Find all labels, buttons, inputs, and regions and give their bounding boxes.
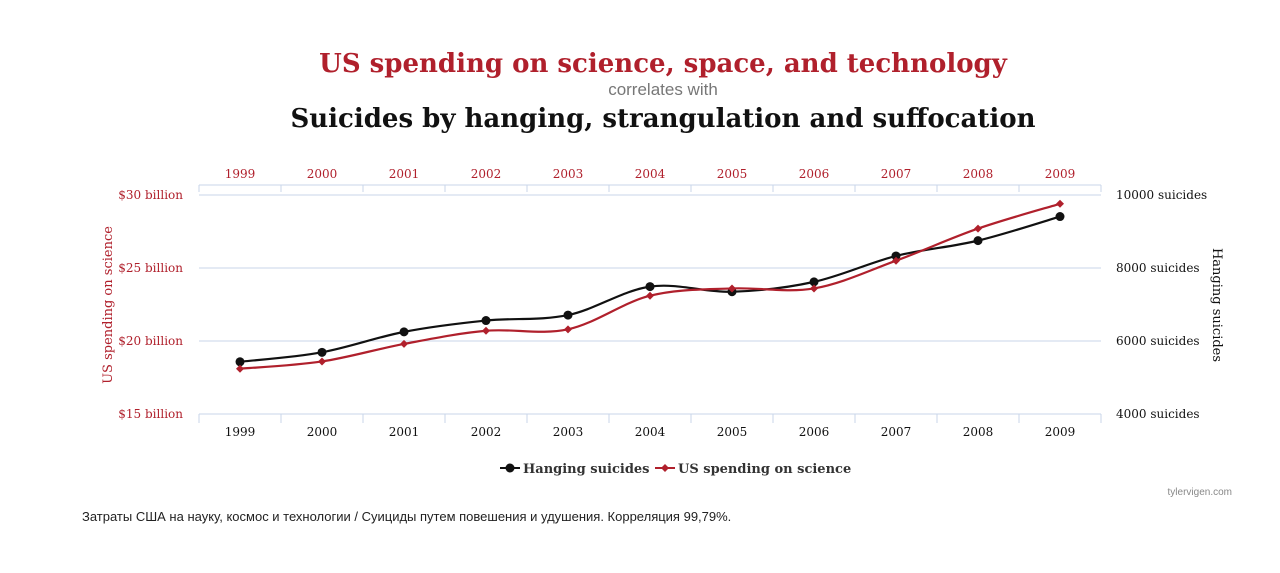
chart-title-secondary: Suicides by hanging, strangulation and s… [290,104,1035,134]
y-right-tick-label: 4000 suicides [1116,407,1200,421]
x-tick-label-bottom: 2006 [799,425,830,439]
x-tick-label-top: 2006 [799,167,830,181]
chart-subtitle: correlates with [608,80,718,99]
legend-marker-us-spending-on-science [661,464,669,472]
plot-area: 1999 1999 2000 2000 2001 2001 2002 2002 2003 2003… [118,167,1207,439]
data-point-us-spending-on-science [564,325,572,334]
x-tick-label-top: 2005 [717,167,748,181]
x-tick-label-top: 2001 [389,167,420,181]
data-point-hanging-suicides [399,327,409,337]
x-tick-label-top: 2007 [881,167,912,181]
data-point-hanging-suicides [317,347,327,357]
y-left-tick-label: $25 billion [118,261,183,275]
y-left-tick-label: $30 billion [118,188,183,202]
x-tick-label-bottom: 2001 [389,425,420,439]
legend-label-us-spending-on-science: US spending on science [678,462,851,477]
data-point-hanging-suicides [809,277,819,287]
caption-text: Затраты США на науку, космос и технологи… [82,509,732,524]
data-point-us-spending-on-science [318,357,326,366]
data-point-us-spending-on-science [482,326,490,335]
x-tick-label-top: 2002 [471,167,502,181]
data-point-us-spending-on-science [1056,199,1064,208]
data-point-us-spending-on-science [728,284,736,293]
y-right-tick-label: 6000 suicides [1116,334,1200,348]
x-tick-label-bottom: 2002 [471,425,502,439]
x-tick-label-bottom: 2003 [553,425,584,439]
chart-title: US spending on science, space, and techn… [319,49,1008,79]
data-point-us-spending-on-science [236,364,244,373]
chart-legend: Hanging suicides US spending on science [500,462,851,477]
y-right-tick-label: 10000 suicides [1116,188,1207,202]
legend-label-hanging-suicides: Hanging suicides [523,462,650,477]
x-tick-label-bottom: 2000 [307,425,338,439]
watermark: tylervigen.com [1168,487,1232,498]
data-point-hanging-suicides [891,251,901,261]
data-point-us-spending-on-science [646,291,654,300]
x-tick-label-top: 2000 [307,167,338,181]
legend-marker-hanging-suicides [505,463,515,473]
y-axis-left-label: US spending on science [101,226,116,384]
x-tick-label-top: 2003 [553,167,584,181]
x-tick-label-top: 2004 [635,167,666,181]
y-axis-right-label: Hanging suicides [1209,248,1224,362]
data-point-hanging-suicides [1055,212,1065,222]
x-tick-label-bottom: 2005 [717,425,748,439]
y-left-tick-label: $15 billion [118,407,183,421]
data-point-us-spending-on-science [810,284,818,293]
x-tick-label-bottom: 2009 [1045,425,1076,439]
data-point-us-spending-on-science [400,339,408,348]
x-tick-label-top: 1999 [225,167,256,181]
x-tick-label-bottom: 2007 [881,425,912,439]
data-point-hanging-suicides [973,236,983,246]
data-point-hanging-suicides [235,357,245,367]
data-point-hanging-suicides [645,282,655,292]
x-tick-label-top: 2008 [963,167,994,181]
data-point-hanging-suicides [563,310,573,320]
y-left-tick-label: $20 billion [118,334,183,348]
data-point-hanging-suicides [481,316,491,326]
y-right-tick-label: 8000 suicides [1116,261,1200,275]
x-tick-label-bottom: 2004 [635,425,666,439]
x-tick-label-top: 2009 [1045,167,1076,181]
x-tick-label-bottom: 1999 [225,425,256,439]
data-point-us-spending-on-science [892,256,900,265]
data-point-us-spending-on-science [974,224,982,233]
x-tick-label-bottom: 2008 [963,425,994,439]
